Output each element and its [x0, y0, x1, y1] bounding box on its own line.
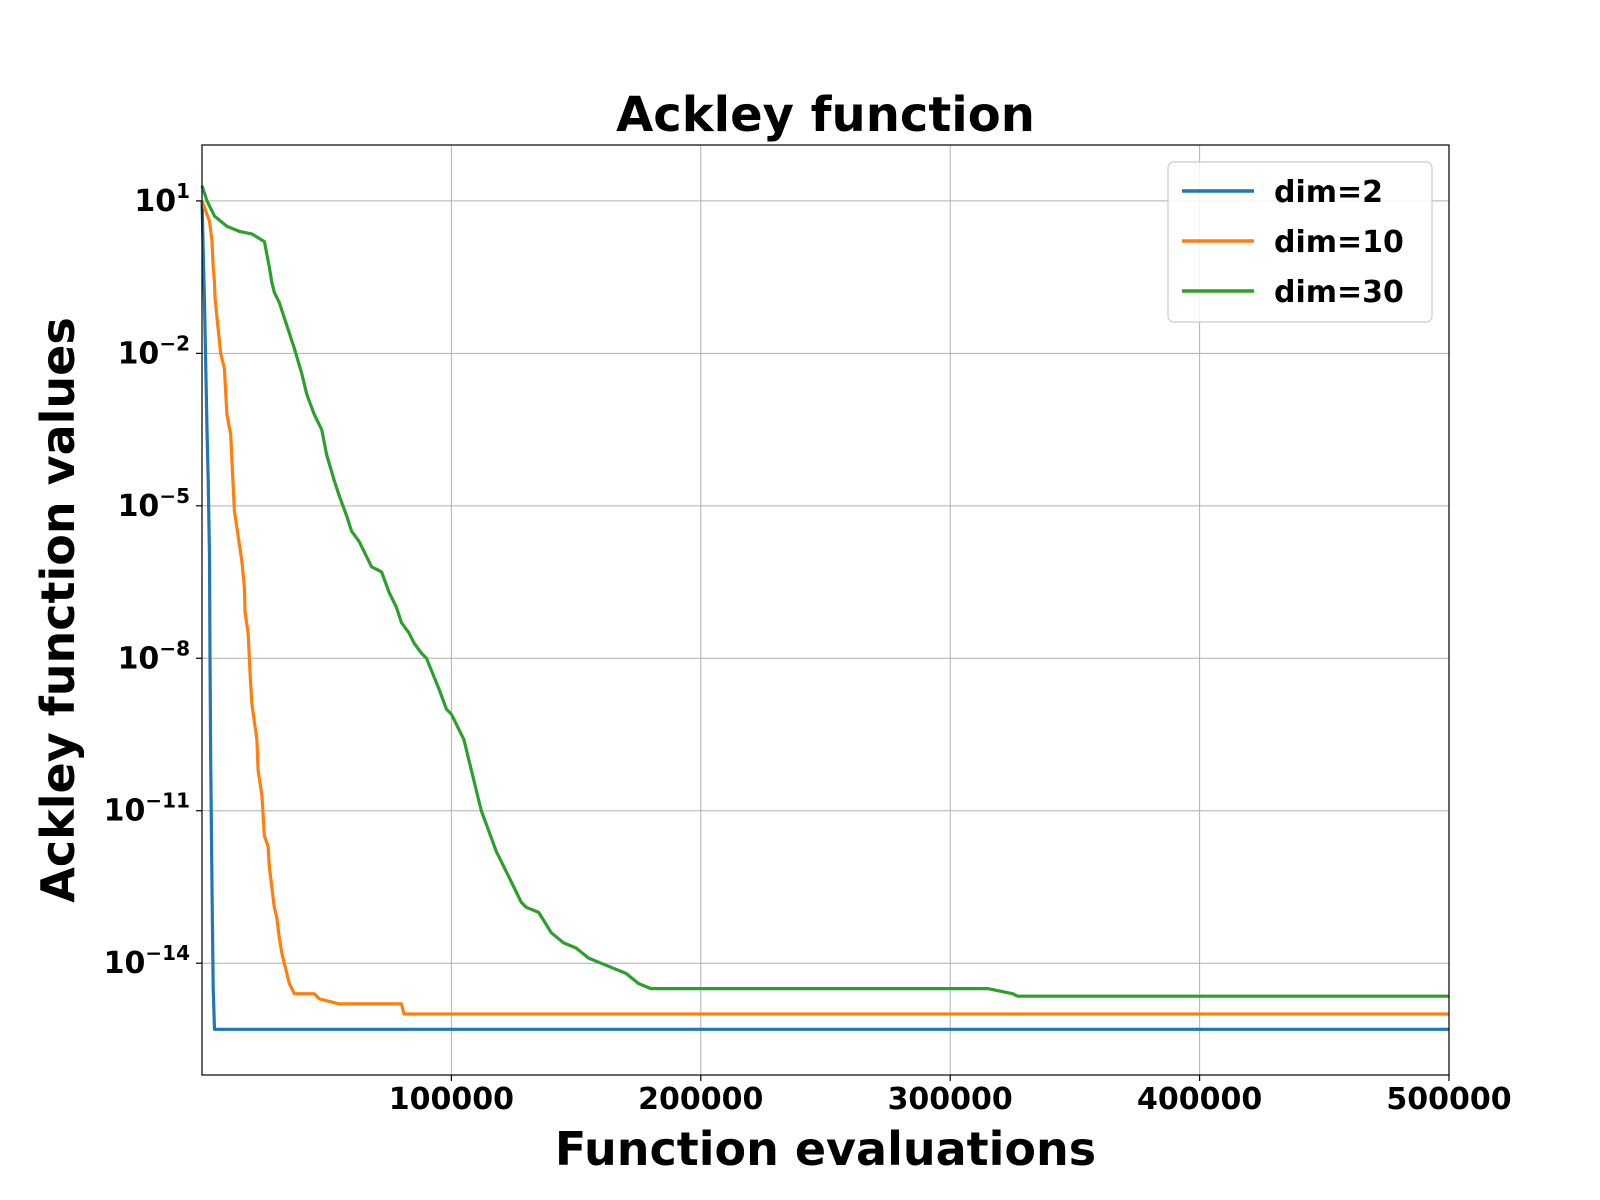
x-tick-label: 100000 — [389, 1082, 514, 1117]
y-tick-base: 10 — [118, 641, 160, 676]
x-tick-label: 200000 — [638, 1082, 763, 1117]
y-tick-base: 10 — [118, 336, 160, 371]
y-tick-label: 10−8 — [118, 636, 190, 676]
x-tick-label: 400000 — [1137, 1082, 1262, 1117]
y-tick-exponent: −5 — [159, 484, 190, 508]
y-tick-exponent: 1 — [176, 179, 190, 203]
series-line-dim-2 — [200, 200, 1449, 1031]
legend: dim=2 dim=10 dim=30 — [1167, 161, 1433, 323]
y-tick-exponent: −8 — [159, 636, 190, 660]
y-tick-exponent: −14 — [145, 941, 190, 965]
chart-title: Ackley function — [616, 87, 1035, 143]
y-axis-label: Ackley function values — [31, 317, 85, 902]
grid — [202, 145, 1450, 1075]
y-tick-base: 10 — [104, 794, 146, 829]
x-tick-label: 500000 — [1386, 1082, 1511, 1117]
y-tick-base: 10 — [118, 489, 160, 524]
plot-frame — [201, 144, 1450, 1076]
y-tick-label: 10−11 — [104, 789, 190, 829]
y-tick-exponent: −2 — [159, 331, 190, 355]
y-tick-exponent: −11 — [145, 789, 190, 813]
x-tick-label: 300000 — [888, 1082, 1013, 1117]
y-tick-label: 101 — [134, 179, 190, 219]
legend-box — [1167, 161, 1433, 323]
legend-label: dim=30 — [1274, 275, 1404, 310]
y-tick-base: 10 — [104, 946, 146, 981]
y-tick-base: 10 — [134, 184, 176, 219]
x-axis-label: Function evaluations — [555, 1122, 1096, 1176]
legend-label: dim=2 — [1274, 175, 1383, 210]
series-line-dim-10 — [200, 200, 1449, 1016]
y-tick-label: 10−14 — [104, 941, 190, 981]
series-line-dim-30 — [200, 185, 1449, 998]
y-tick-label: 10−5 — [118, 484, 190, 524]
ticks: 100000 200000 300000 400000 50000010110−210−… — [104, 179, 1512, 1117]
y-tick-label: 10−2 — [118, 331, 190, 371]
series-layer — [200, 185, 1449, 1031]
legend-label: dim=10 — [1274, 225, 1404, 260]
